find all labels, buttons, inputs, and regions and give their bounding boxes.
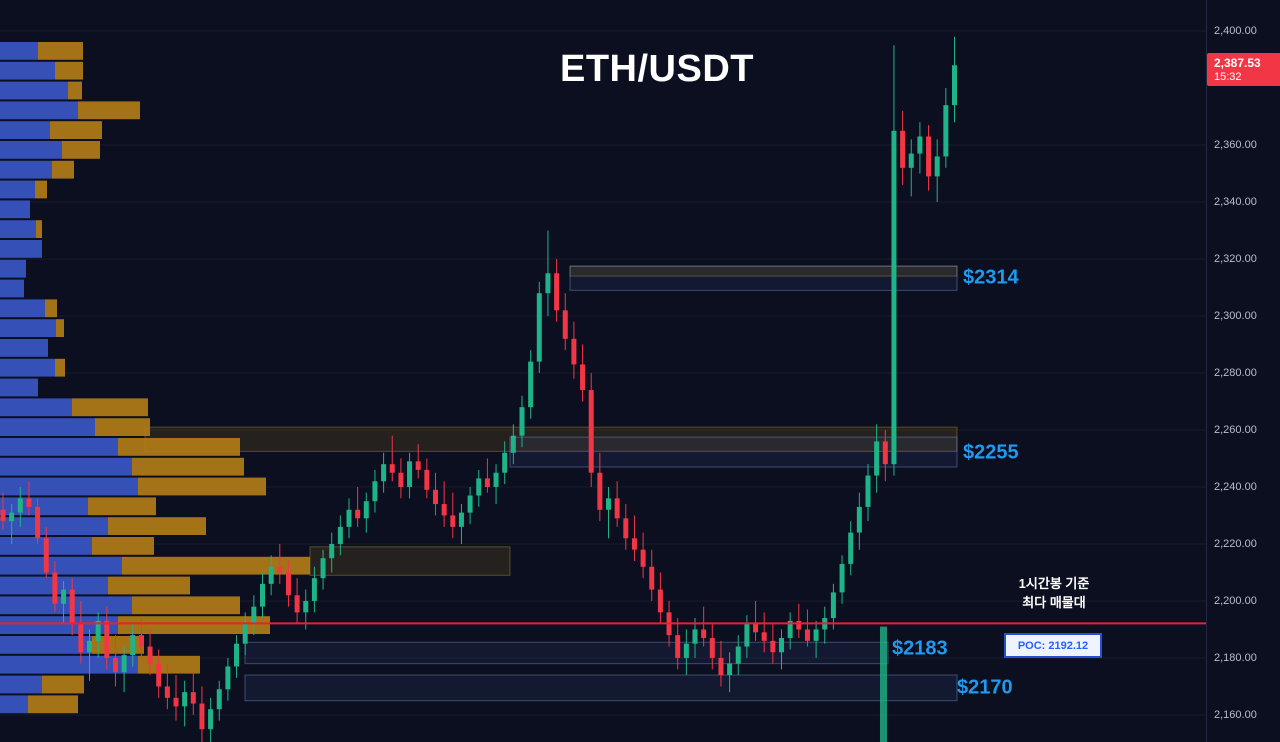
price-axis[interactable]: 2,400.00 2,360.00 2,340.00 2,320.00 2,300.00… [1206, 0, 1280, 742]
price-axis-tick: 2,300.00 [1214, 310, 1257, 322]
current-price: 2,387.53 [1214, 56, 1280, 70]
poc-label-box[interactable]: POC: 2192.12 [1004, 633, 1102, 658]
price-axis-tick: 2,260.00 [1214, 424, 1257, 436]
price-axis-tick: 2,280.00 [1214, 367, 1257, 379]
price-axis-tick: 2,220.00 [1214, 538, 1257, 550]
volume-spike-bar [880, 627, 887, 742]
price-level-label: $2255 [963, 442, 1019, 465]
price-axis-tick: 2,240.00 [1214, 481, 1257, 493]
symbol-title: ETH/USDT [560, 48, 754, 91]
price-axis-tick: 2,340.00 [1214, 196, 1257, 208]
price-axis-tick: 2,180.00 [1214, 652, 1257, 664]
price-axis-tick: 2,200.00 [1214, 595, 1257, 607]
annotation-line2: 최다 매물대 [1004, 593, 1104, 612]
price-level-label: $2170 [957, 676, 1013, 699]
candlestick-chart[interactable] [0, 0, 1280, 742]
volume-profile [0, 42, 310, 713]
poc-annotation-text: 1시간봉 기준 최다 매물대 [1004, 574, 1104, 612]
supply-demand-zones [145, 266, 957, 701]
bar-countdown-time: 15:32 [1214, 71, 1280, 83]
annotation-line1: 1시간봉 기준 [1004, 574, 1104, 593]
trading-chart-app: ETH/USDT $2314 $2255 $2183 $2170 1시간봉 기준 최다… [0, 0, 1280, 742]
price-axis-tick: 2,400.00 [1214, 25, 1257, 37]
price-level-label: $2314 [963, 266, 1019, 289]
price-axis-tick: 2,360.00 [1214, 139, 1257, 151]
price-axis-tick: 2,320.00 [1214, 253, 1257, 265]
price-axis-tick: 2,160.00 [1214, 709, 1257, 721]
price-level-label: $2183 [892, 638, 948, 661]
current-price-badge: 2,387.53 15:32 [1207, 53, 1280, 86]
